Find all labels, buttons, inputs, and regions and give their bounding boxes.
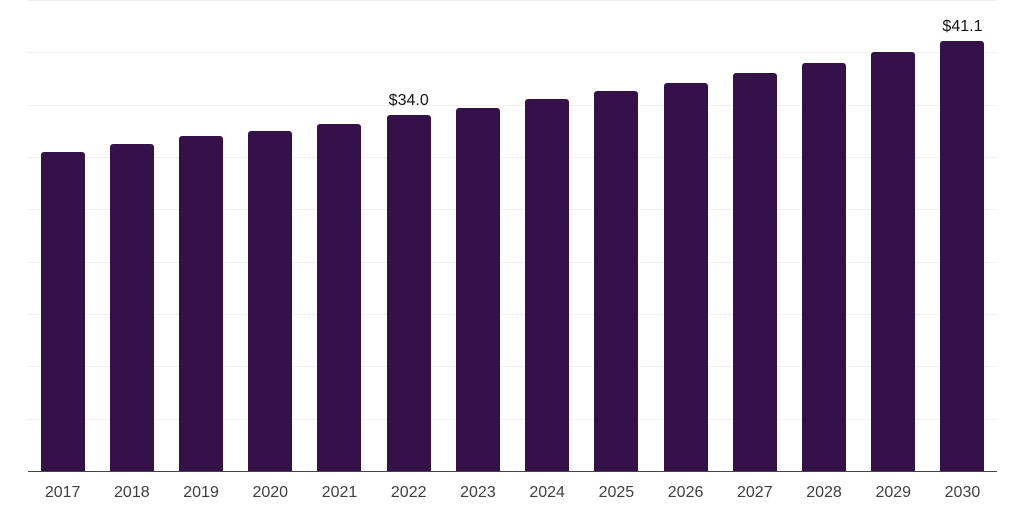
bar-2030[interactable]: [940, 40, 985, 471]
gridline: [28, 157, 997, 158]
x-tick-label-2024: 2024: [529, 484, 565, 501]
x-tick-label-2027: 2027: [737, 484, 773, 501]
x-tick-label-2017: 2017: [44, 484, 81, 501]
bar-slot-2018: [97, 0, 166, 471]
bar-slot-2027: [720, 0, 789, 471]
x-tick-label-2026: 2026: [667, 484, 704, 501]
bar-2020[interactable]: [248, 130, 293, 471]
x-tick-label-2020: 2020: [252, 484, 289, 501]
bar-slot-2017: [28, 0, 97, 471]
gridline: [28, 366, 997, 368]
gridline: [28, 418, 997, 420]
bar-slot-2019: [166, 0, 235, 471]
bar-slot-2028: [789, 0, 858, 471]
bar-2018[interactable]: [109, 144, 154, 471]
bar-slot-2025: [582, 0, 651, 471]
x-tick-label-2028: 2028: [806, 484, 842, 501]
bar-slot-2023: [443, 0, 512, 471]
bar-2024[interactable]: [525, 99, 570, 471]
gridline: [28, 209, 997, 211]
x-tick-label-2022: 2022: [390, 484, 427, 501]
bar-slot-2021: [305, 0, 374, 471]
bar-slot-2022: $34.0: [374, 0, 443, 471]
x-tick-label-2030: 2030: [944, 484, 981, 501]
x-tick-label-2018: 2018: [114, 484, 150, 501]
bar-value-label-2030: $41.1: [942, 17, 983, 35]
bar-2027[interactable]: [732, 73, 777, 471]
x-tick-label-2021: 2021: [321, 484, 358, 501]
gridline: [28, 104, 997, 106]
gridline: [28, 0, 997, 1]
bars: $34.0 $41.1: [28, 0, 997, 471]
x-tick-label-2023: 2023: [460, 484, 496, 501]
bar-slot-2029: [859, 0, 928, 471]
gridline: [28, 261, 997, 263]
bar-slot-2026: [651, 0, 720, 471]
bar-2025[interactable]: [594, 91, 639, 471]
gridline: [28, 314, 997, 315]
bar-value-label-2022: $34.0: [388, 92, 429, 110]
x-tick-label-2029: 2029: [875, 484, 912, 501]
bar-2021[interactable]: [317, 123, 362, 471]
plot-area: $34.0 $41.1: [28, 0, 997, 472]
bar-slot-2024: [513, 0, 582, 471]
x-tick-label-2019: 2019: [183, 484, 219, 501]
x-tick-label-2025: 2025: [598, 484, 635, 501]
gridline: [28, 52, 997, 54]
bar-2029[interactable]: [871, 52, 916, 471]
x-axis-labels: 2017 2018 2019 2020 2021 2022 2023 2024 2025 2026…: [28, 471, 997, 501]
bar-2019[interactable]: [179, 136, 224, 471]
bar-2023[interactable]: [455, 107, 500, 471]
bar-slot-2020: [236, 0, 305, 471]
bar-2017[interactable]: [40, 151, 85, 471]
bar-2028[interactable]: [802, 62, 847, 471]
bar-2022[interactable]: [386, 115, 431, 471]
bar-slot-2030: $41.1: [928, 0, 997, 471]
bar-2026[interactable]: [663, 82, 708, 471]
